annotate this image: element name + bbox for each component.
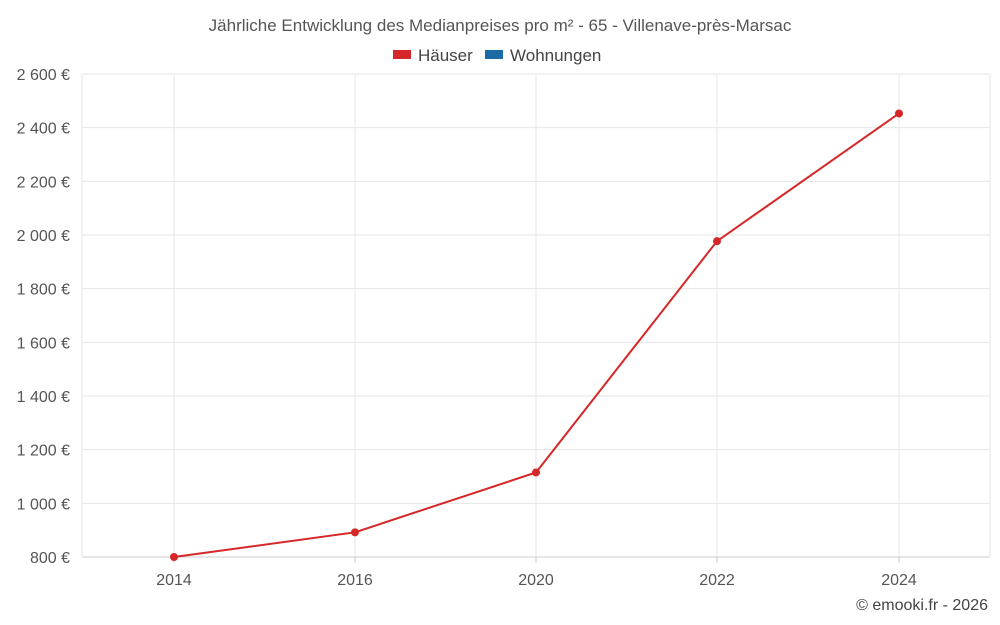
y-tick-label: 1 800 €: [17, 282, 70, 299]
series: [170, 109, 903, 561]
chart-title: Jährliche Entwicklung des Medianpreises …: [209, 16, 792, 35]
y-tick-label: 800 €: [30, 550, 70, 567]
axes: 800 € 1 000 € 1 200 € 1 400 € 1 600 € 1 800 €…: [17, 67, 991, 589]
x-tick-label: 2020: [518, 572, 554, 589]
data-point: [532, 468, 540, 477]
credit-text: © emooki.fr - 2026: [856, 597, 988, 614]
y-tick-label: 1 600 €: [17, 335, 70, 352]
y-tick-label: 2 600 €: [17, 67, 70, 84]
data-point: [351, 528, 359, 537]
y-tick-label: 1 000 €: [17, 496, 70, 513]
y-tick-label: 2 000 €: [17, 228, 70, 245]
y-tick-label: 1 400 €: [17, 389, 70, 406]
x-tick-label: 2016: [337, 572, 373, 589]
y-tick-label: 1 200 €: [17, 443, 70, 460]
y-tick-label: 2 400 €: [17, 121, 70, 138]
legend: Häuser Wohnungen: [393, 46, 601, 65]
grid: [82, 73, 990, 557]
legend-label: Häuser: [418, 46, 473, 65]
y-tick-label: 2 200 €: [17, 174, 70, 191]
x-tick-label: 2014: [156, 572, 192, 589]
legend-label: Wohnungen: [510, 46, 601, 65]
data-point: [713, 237, 721, 246]
legend-swatch: [393, 50, 411, 59]
x-tick-label: 2024: [881, 572, 917, 589]
data-point: [170, 553, 178, 561]
data-point: [895, 109, 903, 118]
legend-swatch: [485, 50, 503, 59]
x-tick-label: 2022: [699, 572, 735, 589]
